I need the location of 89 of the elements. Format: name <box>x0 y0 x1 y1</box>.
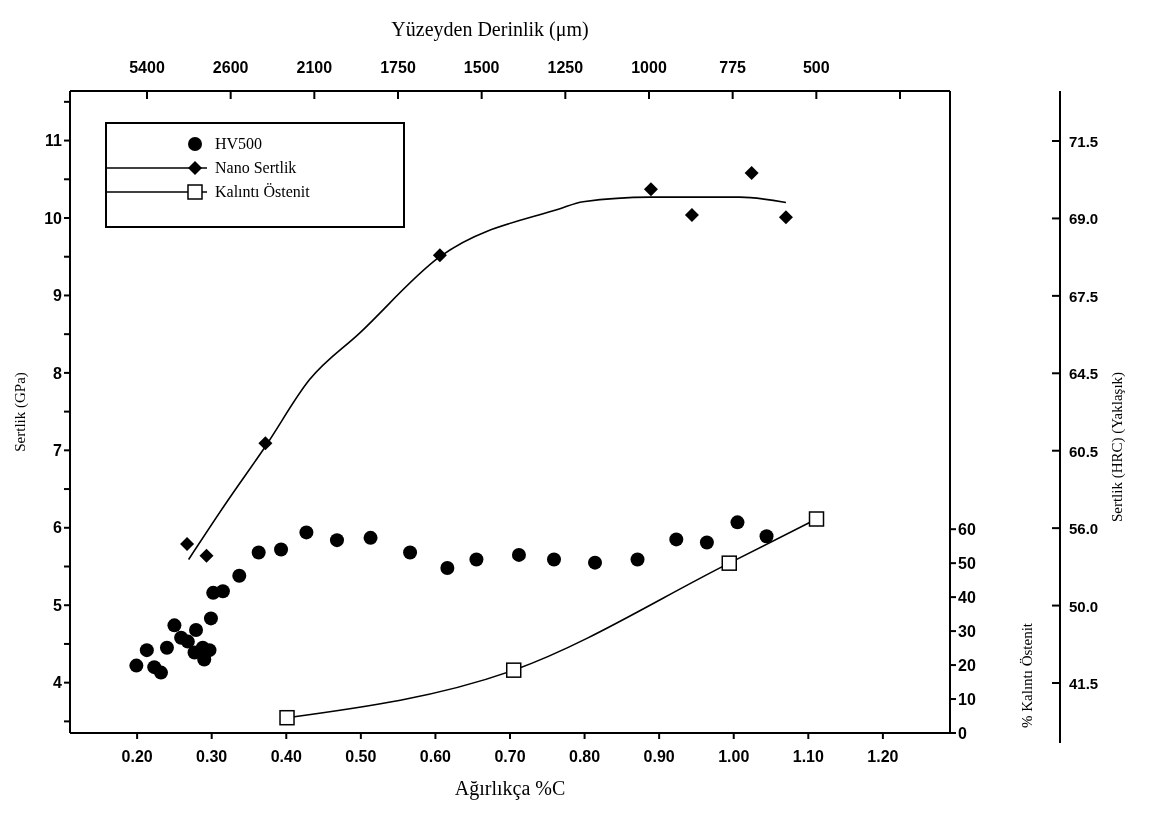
x-tick-label: 1.20 <box>867 748 899 766</box>
x-tick-label: 0.90 <box>643 748 675 766</box>
text: 2600 <box>212 59 249 76</box>
category-label: 71.5 <box>1069 133 1099 150</box>
point <box>432 248 447 263</box>
x-tick-label: 0.40 <box>270 748 302 766</box>
point <box>180 537 195 552</box>
y-tick-label: 5 <box>53 596 63 614</box>
x-tick-label: 0.60 <box>419 748 452 766</box>
y-tick-label: 6 <box>53 519 63 537</box>
y-tick-label: 7 <box>53 442 63 460</box>
y-tick-label: 8 <box>53 364 63 382</box>
point <box>232 568 247 583</box>
x-tick-label: 0.70 <box>494 748 526 766</box>
y-tick-label: 10 <box>44 209 63 227</box>
y3-tick-label: 30 <box>958 622 976 640</box>
x-tick-label: 0.50 <box>345 748 377 766</box>
point <box>808 511 825 527</box>
y-tick-label: 4 <box>53 674 63 692</box>
x-tick-label: 1.00 <box>718 748 750 766</box>
point <box>547 552 561 567</box>
y3-tick-label: 10 <box>958 690 976 708</box>
y-axis-title: Sertlik (GPa) <box>12 372 30 452</box>
point <box>329 533 344 548</box>
x-tick-label: 1.10 <box>792 748 824 766</box>
x2-axis-title: Yüzeyden Derinlik (μm) <box>391 18 589 41</box>
point <box>203 611 218 626</box>
text: Sertlik (HRC) (Yaklaşık) <box>1109 371 1126 523</box>
point <box>189 623 204 637</box>
category-label: 64.5 <box>1069 365 1099 383</box>
text: 500 <box>802 59 830 76</box>
point <box>274 542 289 557</box>
y3-axis-title: % Kalıntı Östenit <box>1019 622 1035 728</box>
text: 1250 <box>547 59 584 76</box>
category-label: 69.0 <box>1069 210 1099 228</box>
text: 1000 <box>631 59 667 76</box>
text: 1750 <box>380 59 416 76</box>
y3-tick-label: 20 <box>958 656 976 674</box>
x-tick-label: 0.20 <box>121 748 153 766</box>
y-tick-label: 11 <box>45 132 63 150</box>
point <box>258 436 273 451</box>
y3-tick-label: 50 <box>958 554 976 572</box>
y-tick-label: 9 <box>53 287 63 305</box>
point <box>630 552 645 567</box>
point <box>469 552 484 567</box>
point <box>139 643 154 658</box>
point <box>744 166 759 181</box>
point <box>299 525 314 540</box>
point <box>643 182 658 197</box>
point <box>215 584 230 599</box>
x-tick-label: 0.30 <box>196 748 228 766</box>
category-label: 50.0 <box>1069 597 1099 615</box>
x-axis-title: Ağırlıkça %C <box>454 777 566 800</box>
text: 2100 <box>296 59 333 76</box>
point <box>403 545 418 560</box>
point <box>279 709 295 726</box>
point <box>778 210 793 225</box>
point <box>251 545 266 560</box>
y3-tick-label: 40 <box>958 588 976 606</box>
point <box>730 515 745 530</box>
point <box>699 535 714 550</box>
text: 775 <box>719 59 747 76</box>
point <box>669 532 684 547</box>
category-label: 60.5 <box>1069 442 1099 460</box>
point <box>684 207 699 222</box>
legend-label: Nano Sertlik <box>215 159 297 177</box>
point <box>199 548 214 563</box>
point <box>129 658 144 673</box>
y3-tick-label: 60 <box>958 520 976 538</box>
point <box>159 640 174 655</box>
point <box>721 555 737 571</box>
legend-label: Kalıntı Östenit <box>215 183 310 201</box>
category-label: 67.5 <box>1069 287 1099 305</box>
point <box>167 618 182 633</box>
category-label: 41.5 <box>1069 675 1099 692</box>
point <box>180 634 195 649</box>
text: 5400 <box>129 59 165 76</box>
category-label: 56.0 <box>1069 520 1099 538</box>
point <box>588 555 603 570</box>
point <box>511 547 526 562</box>
text: 1500 <box>463 59 500 76</box>
x-tick-label: 0.80 <box>569 748 601 766</box>
point <box>440 561 455 576</box>
point <box>363 530 378 545</box>
point <box>153 665 168 680</box>
point <box>759 529 774 544</box>
legend-label: HV500 <box>215 135 263 153</box>
y3-tick-label: 0 <box>958 724 967 742</box>
point <box>505 662 522 678</box>
